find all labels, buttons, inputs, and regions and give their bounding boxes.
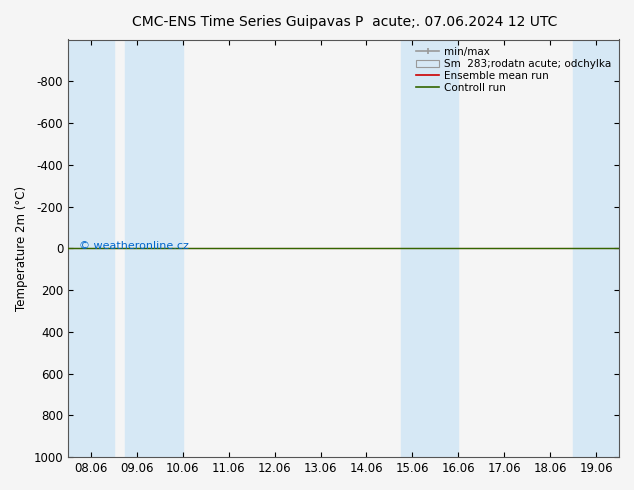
Text: CMC-ENS Time Series Guipavas: CMC-ENS Time Series Guipavas	[131, 15, 351, 29]
Bar	[68, 40, 114, 457]
Bar	[401, 40, 458, 457]
Legend: min/max, Sm  283;rodatn acute; odchylka, Ensemble mean run, Controll run: min/max, Sm 283;rodatn acute; odchylka, …	[414, 45, 614, 95]
Y-axis label: Temperature 2m (°C): Temperature 2m (°C)	[15, 186, 28, 311]
Bar	[573, 40, 619, 457]
Text: P  acute;. 07.06.2024 12 UTC: P acute;. 07.06.2024 12 UTC	[355, 15, 558, 29]
Text: © weatheronline.cz: © weatheronline.cz	[79, 241, 189, 251]
Bar	[126, 40, 183, 457]
